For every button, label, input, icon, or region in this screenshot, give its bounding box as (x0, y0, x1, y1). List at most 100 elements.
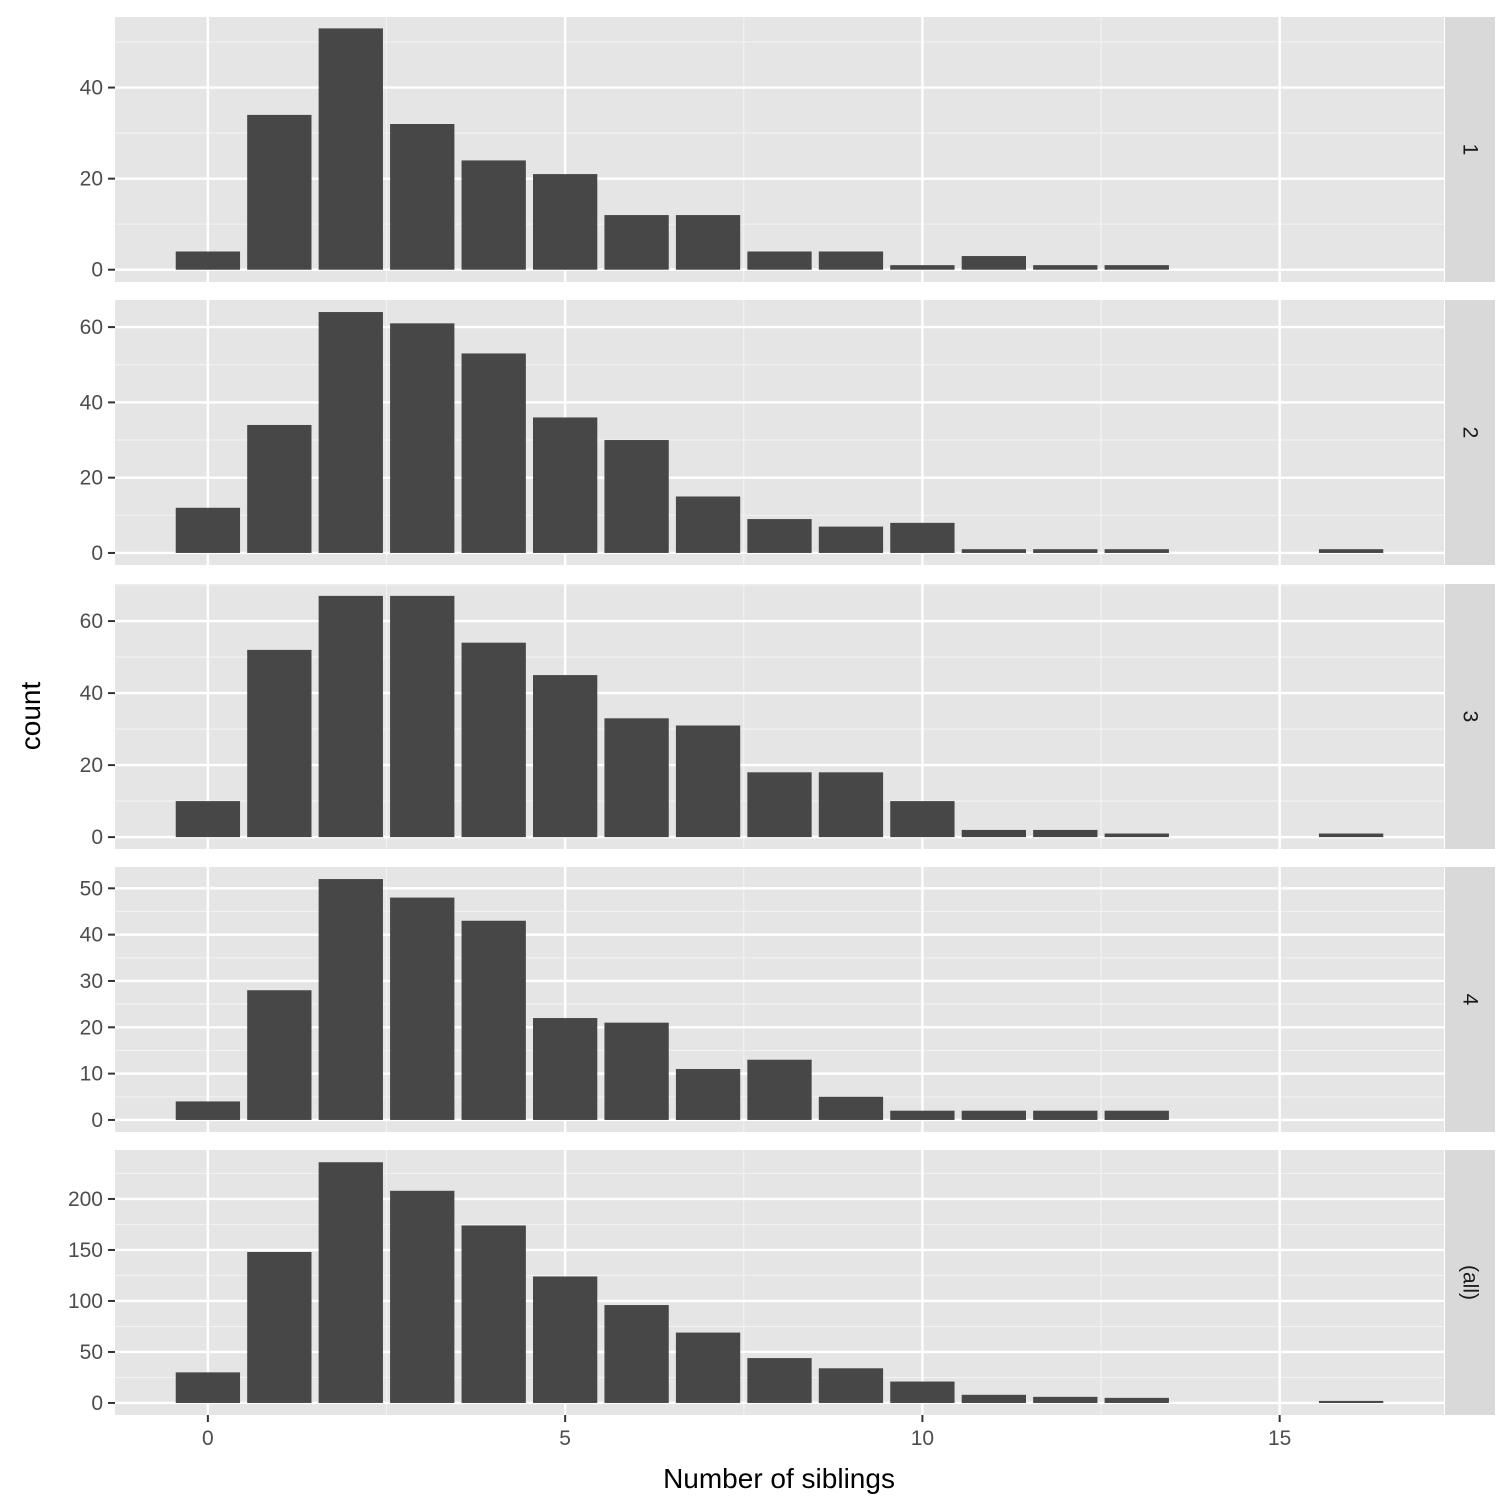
histogram-bar (532, 675, 598, 838)
histogram-bar (961, 256, 1027, 270)
y-tick-label: 50 (80, 1341, 103, 1364)
histogram-bar (1033, 1110, 1098, 1120)
y-axis-title: count (15, 682, 46, 751)
facet-strip (1445, 300, 1495, 565)
histogram-bar (675, 725, 741, 838)
histogram-bar (390, 323, 455, 553)
x-tick-label: 10 (911, 1427, 934, 1450)
histogram-bar (961, 1394, 1027, 1403)
histogram-bar (961, 829, 1027, 838)
y-tick-label: 20 (80, 168, 103, 191)
histogram-bar (318, 595, 383, 838)
histogram-bar (461, 1225, 526, 1403)
y-tick-label: 150 (68, 1239, 103, 1262)
histogram-bar (390, 1190, 455, 1403)
histogram-bar (532, 1276, 598, 1403)
histogram-bar (818, 1368, 884, 1403)
y-tick-label: 100 (68, 1290, 103, 1313)
histogram-bar (818, 251, 884, 270)
histogram-bar (247, 990, 312, 1120)
histogram-bar (1033, 1396, 1098, 1403)
y-tick-label: 20 (80, 467, 103, 490)
histogram-bar (1104, 1110, 1169, 1120)
histogram-bar (390, 124, 455, 270)
x-axis: 0 5 10 15 (202, 1415, 1291, 1450)
panels-layer: 0204010204060202040603010203040504050100… (68, 17, 1495, 1415)
histogram-bar (747, 519, 812, 553)
histogram-bar (175, 507, 241, 553)
histogram-bar (1318, 549, 1384, 553)
histogram-bar (1033, 549, 1098, 553)
histogram-bar (318, 28, 383, 270)
facet-strip (1445, 1150, 1495, 1415)
histogram-bar (747, 251, 812, 270)
histogram-bar (890, 522, 955, 553)
facet-strip (1445, 867, 1495, 1132)
facet-strip-label: 2 (1459, 427, 1482, 439)
histogram-bar (1318, 1400, 1384, 1403)
y-tick-label: 40 (80, 77, 103, 100)
histogram-bar (532, 1018, 598, 1120)
histogram-bar (604, 718, 669, 838)
panel-background (115, 17, 1444, 282)
facet-strip-label: 3 (1459, 711, 1482, 723)
histogram-bar (247, 649, 312, 838)
histogram-bar (1318, 833, 1384, 838)
facet-panel: 0 20 40 60 2 (80, 300, 1495, 565)
histogram-bar (890, 1381, 955, 1403)
histogram-bar (818, 1096, 884, 1120)
histogram-bar (461, 353, 526, 553)
facet-strip (1445, 17, 1495, 282)
histogram-bar (175, 801, 241, 838)
histogram-bar (604, 1022, 669, 1120)
histogram-bar (890, 801, 955, 838)
y-tick-label: 20 (80, 1016, 103, 1039)
histogram-bar (818, 772, 884, 838)
histogram-bar (318, 1162, 383, 1403)
histogram-bar (604, 440, 669, 553)
y-tick-label: 60 (80, 316, 103, 339)
y-tick-label: 10 (80, 1063, 103, 1086)
histogram-bar (747, 1358, 812, 1403)
histogram-bar (1104, 265, 1169, 270)
facet-panel: 0 50 100 150 200 (all) (68, 1150, 1495, 1415)
facet-strip-label: 1 (1459, 144, 1482, 156)
histogram-bar (461, 160, 526, 270)
x-axis-title: Number of siblings (663, 1463, 895, 1494)
y-tick-label: 20 (80, 754, 103, 777)
facet-panel: 0 10 20 30 40 50 4 (80, 867, 1495, 1132)
histogram-bar (1104, 1397, 1169, 1403)
histogram-bar (1033, 265, 1098, 270)
histogram-bar (247, 114, 312, 270)
histogram-bar (604, 1305, 669, 1403)
histogram-bar (390, 595, 455, 838)
y-tick-label: 40 (80, 682, 103, 705)
facet-strip-label: (all) (1459, 1265, 1482, 1300)
histogram-bar (890, 265, 955, 270)
histogram-bar (318, 312, 383, 553)
histogram-bar (461, 642, 526, 838)
histogram-bar (532, 417, 598, 553)
histogram-bar (675, 496, 741, 553)
histogram-bar (532, 174, 598, 270)
histogram-bar (961, 549, 1027, 553)
y-tick-label: 50 (80, 877, 103, 900)
y-tick-label: 40 (80, 391, 103, 414)
x-tick-label: 5 (559, 1427, 571, 1450)
histogram-bar (747, 772, 812, 838)
y-tick-label: 60 (80, 610, 103, 633)
y-tick-label: 40 (80, 924, 103, 947)
y-tick-label: 0 (91, 542, 103, 565)
histogram-bar (175, 1372, 241, 1403)
histogram-bar (890, 1110, 955, 1120)
y-tick-label: 0 (91, 1392, 103, 1415)
histogram-bar (247, 424, 312, 553)
y-tick-label: 0 (91, 826, 103, 849)
histogram-bar (175, 1101, 241, 1120)
y-tick-label: 0 (91, 259, 103, 282)
facet-strip-label: 4 (1459, 994, 1482, 1006)
histogram-bar (604, 215, 669, 270)
facet-strip (1445, 584, 1495, 849)
histogram-bar (175, 251, 241, 270)
